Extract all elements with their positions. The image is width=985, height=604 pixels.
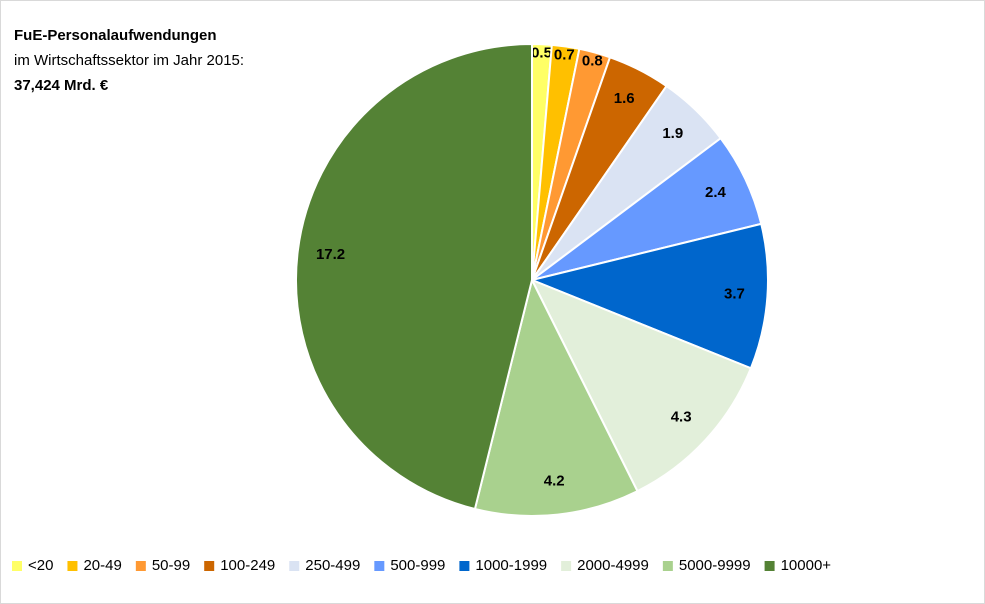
- pie-slice: [528, 222, 769, 370]
- legend-label: 5000-9999: [679, 557, 751, 574]
- legend-label: 2000-4999: [577, 557, 649, 574]
- legend-swatch: [204, 561, 215, 571]
- data-label: 0.8: [582, 53, 603, 70]
- pie-slice: [295, 42, 533, 511]
- legend-label: <20: [28, 557, 53, 574]
- legend-label: 1000-1999: [475, 557, 547, 574]
- legend-label: 10000+: [781, 557, 832, 574]
- pie-slice: [473, 277, 639, 517]
- data-label: 1.9: [662, 125, 683, 142]
- data-label: 17.2: [316, 246, 345, 263]
- data-label: 3.7: [724, 285, 745, 302]
- legend-label: 250-499: [305, 557, 360, 574]
- chart-title: FuE-Personalaufwendungen: [14, 27, 217, 44]
- pie: 0.5 0.7 0.8 1.6 1.9 2.4 3.7 4.3 4.2 17.2: [295, 42, 769, 517]
- legend-swatch: [135, 561, 146, 571]
- legend: <20 20-49 50-99 100-249 250-499 500-999 1000-1…: [12, 557, 831, 574]
- legend-swatch: [561, 561, 572, 571]
- data-label: 0.5: [531, 45, 552, 62]
- chart-annotation: 37,424 Mrd. €: [14, 77, 109, 94]
- data-label: 4.2: [544, 473, 565, 490]
- legend-label: 100-249: [220, 557, 275, 574]
- legend-label: 50-99: [152, 557, 190, 574]
- data-label: 1.6: [614, 90, 635, 107]
- pie-slice: [529, 278, 753, 493]
- legend-label: 500-999: [390, 557, 445, 574]
- legend-swatch: [374, 561, 385, 571]
- legend-swatch: [764, 561, 775, 571]
- legend-label: 20-49: [83, 557, 121, 574]
- data-label: 0.7: [554, 47, 575, 64]
- data-label: 2.4: [705, 184, 727, 201]
- legend-swatch: [662, 561, 673, 571]
- legend-swatch: [67, 561, 78, 571]
- legend-swatch: [12, 561, 22, 571]
- legend-swatch: [289, 561, 300, 571]
- chart-subtitle: im Wirtschaftssektor im Jahr 2015:: [14, 52, 244, 69]
- legend-swatch: [459, 561, 470, 571]
- data-label: 4.3: [671, 409, 692, 426]
